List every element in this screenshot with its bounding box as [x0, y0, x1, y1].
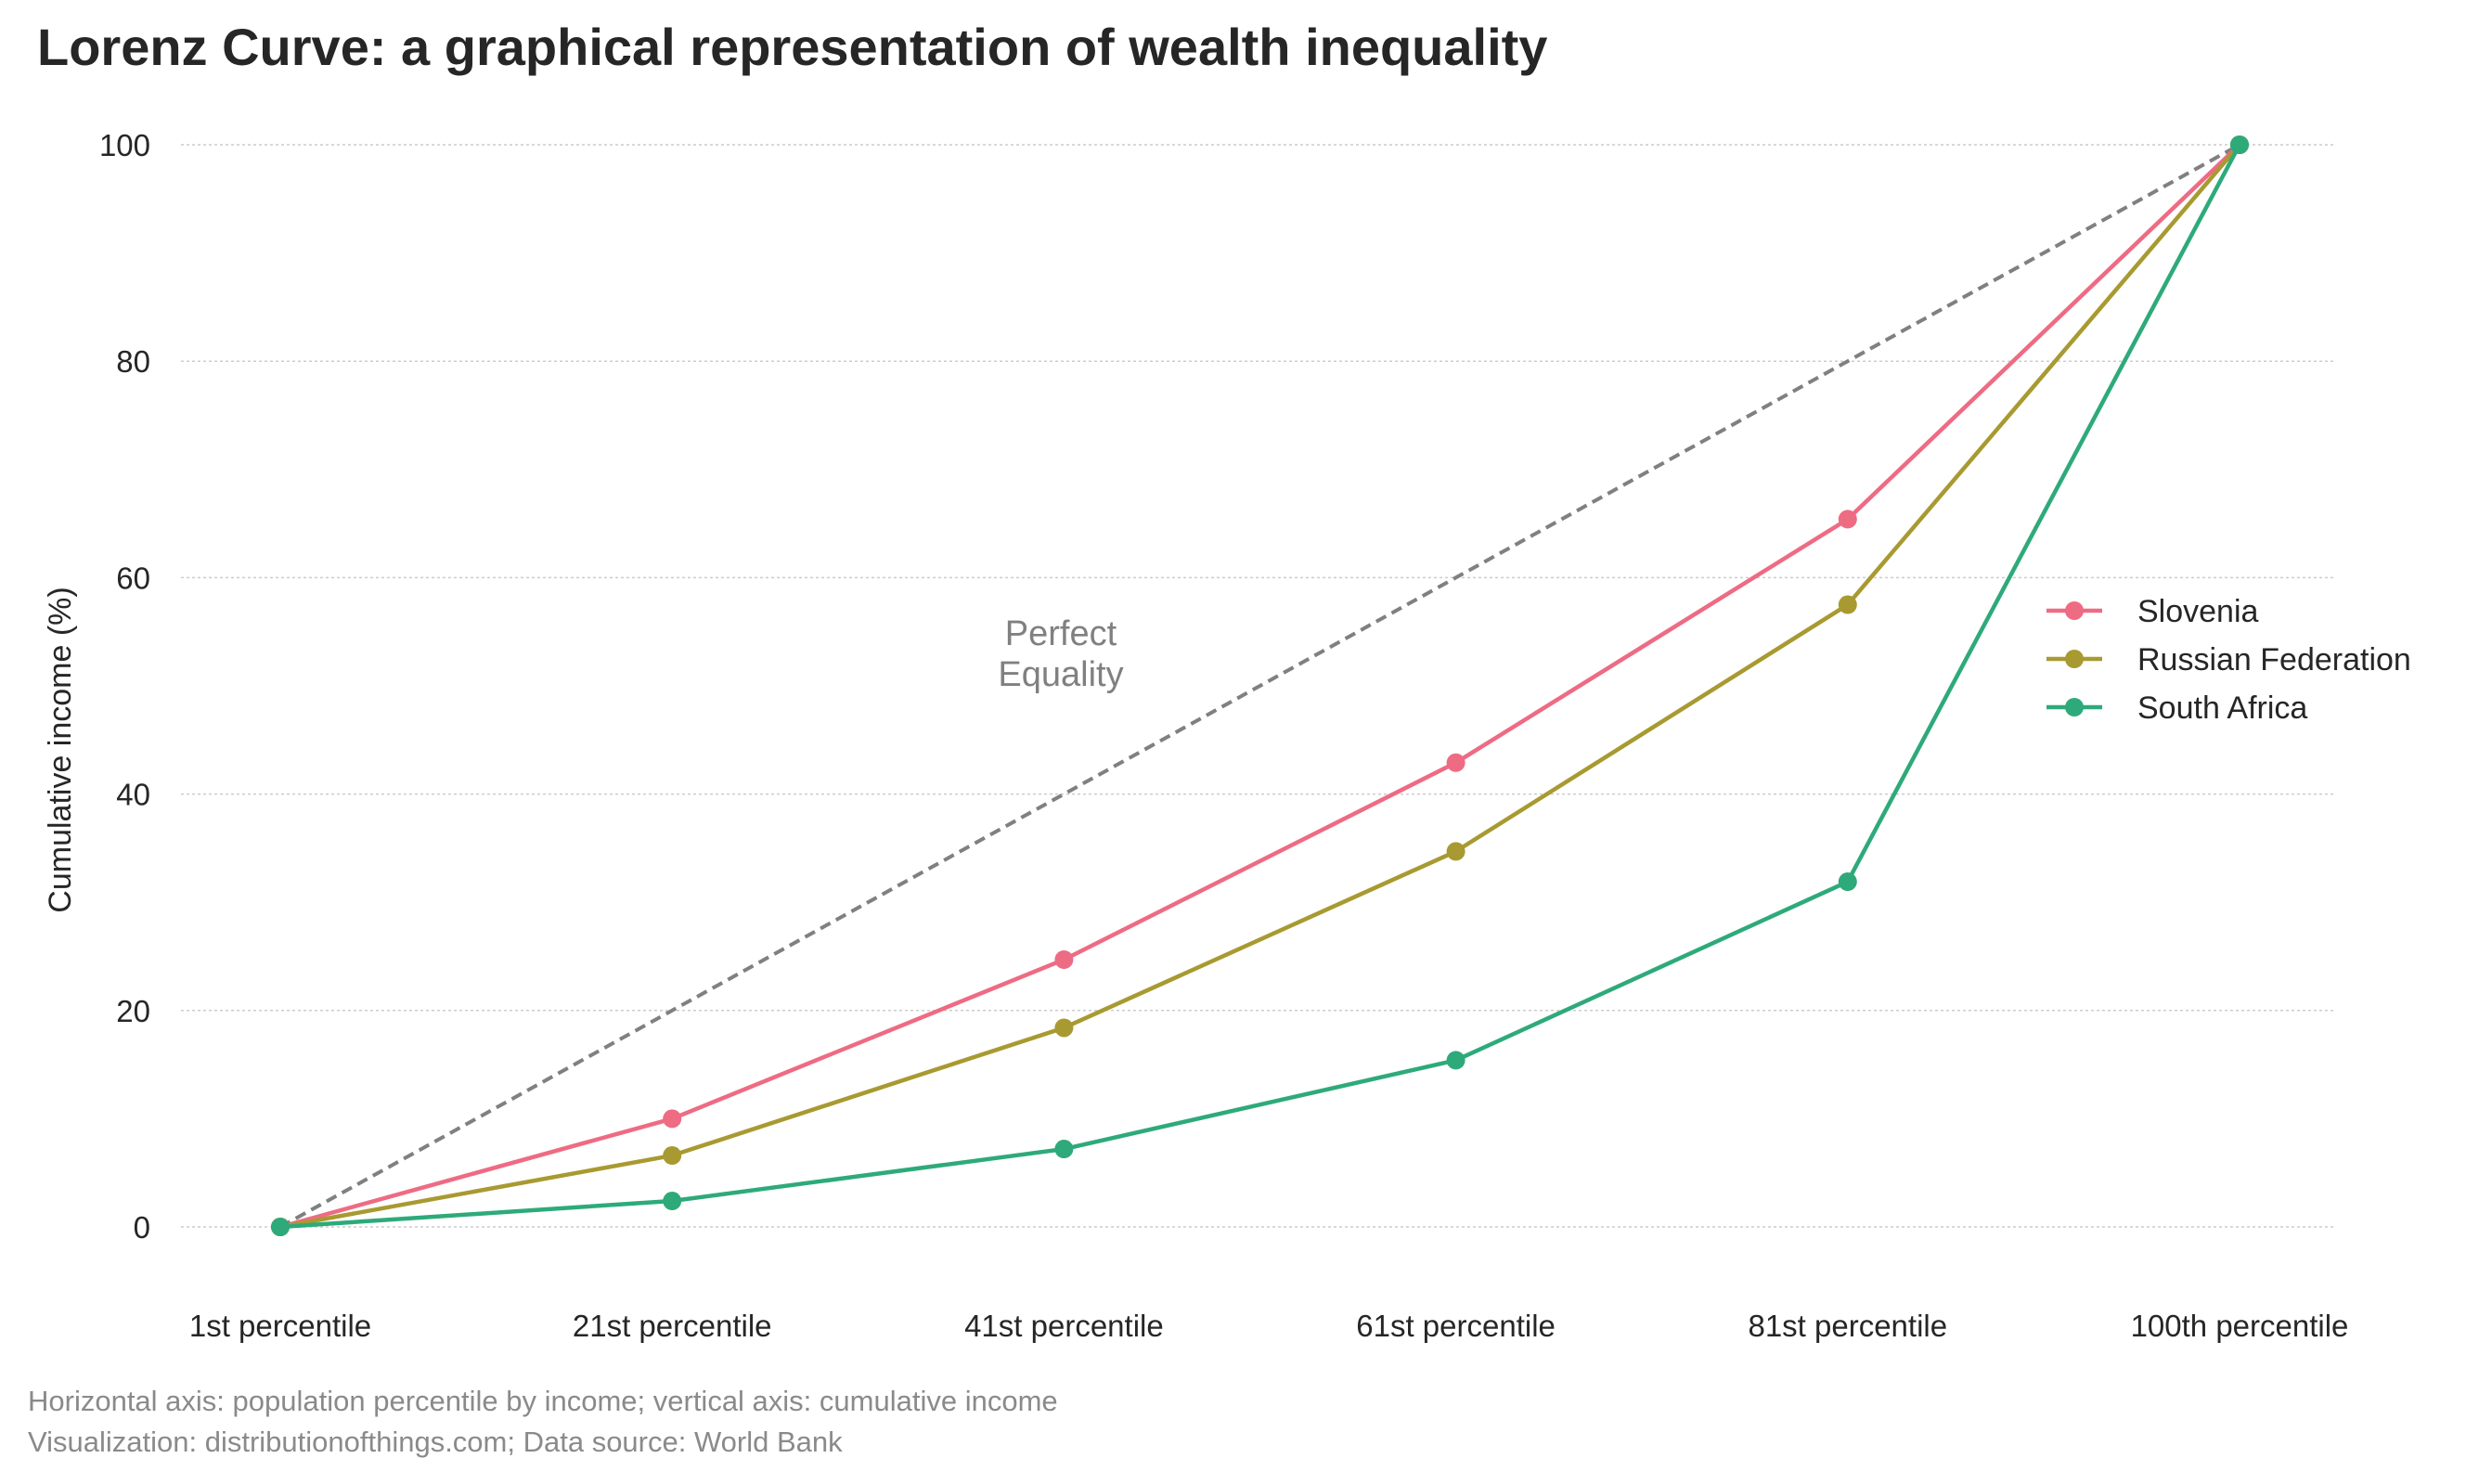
y-tick-labels: 0 20 40 60 80 100: [99, 128, 150, 1245]
footer-source-note: Visualization: distributionofthings.com;…: [28, 1426, 843, 1458]
x-tick-labels: 1st percentile 21st percentile 41st percen…: [189, 1309, 2349, 1343]
data-point: [1446, 1051, 1465, 1070]
equality-label-line-0: Perfect: [1005, 614, 1117, 653]
series-line: [279, 143, 2241, 1230]
data-point: [1446, 753, 1465, 772]
y-tick-label-100: 100: [99, 128, 150, 162]
data-point: [663, 1109, 682, 1129]
legend-item-0: Slovenia: [2046, 594, 2259, 629]
legend-swatch-marker: [2065, 650, 2084, 668]
series-line: [279, 143, 2241, 1230]
series-south-africa: [271, 135, 2249, 1236]
data-point: [1054, 949, 1074, 969]
legend: Slovenia Russian Federation South Africa: [2046, 594, 2411, 726]
legend-label: Slovenia: [2137, 594, 2259, 629]
x-tick-label-4: 81st percentile: [1748, 1309, 1947, 1343]
legend-item-1: Russian Federation: [2046, 642, 2411, 677]
y-tick-label-40: 40: [116, 778, 150, 812]
equality-line: [279, 143, 2240, 1229]
data-point: [1838, 510, 1857, 529]
y-tick-label-60: 60: [116, 561, 150, 595]
x-tick-label-2: 41st percentile: [964, 1309, 1164, 1343]
data-point: [2230, 135, 2249, 154]
x-tick-label-5: 100th percentile: [2131, 1309, 2349, 1343]
x-tick-label-3: 61st percentile: [1356, 1309, 1556, 1343]
legend-item-2: South Africa: [2046, 690, 2307, 726]
equality-label: Perfect Equality: [998, 614, 1123, 694]
series-group: [271, 135, 2249, 1236]
data-point: [1054, 1018, 1074, 1038]
y-tick-label-20: 20: [116, 994, 150, 1028]
data-point: [271, 1218, 290, 1236]
series-line: [279, 143, 2241, 1230]
data-point: [1054, 1140, 1074, 1159]
legend-swatch-marker: [2065, 601, 2084, 620]
equality-label-line-1: Equality: [998, 655, 1123, 694]
data-point: [663, 1192, 682, 1211]
x-tick-label-0: 1st percentile: [189, 1309, 371, 1343]
data-point: [663, 1146, 682, 1166]
legend-label: Russian Federation: [2137, 642, 2411, 677]
footer-axis-note: Horizontal axis: population percentile b…: [28, 1385, 1058, 1417]
data-point: [1446, 842, 1465, 861]
data-point: [1838, 595, 1857, 614]
chart-title: Lorenz Curve: a graphical representation…: [37, 18, 1548, 76]
y-tick-label-80: 80: [116, 344, 150, 379]
legend-label: South Africa: [2137, 690, 2307, 726]
perfect-equality-line: Perfect Equality: [279, 143, 2240, 1229]
grid-lines: [181, 144, 2334, 1228]
x-tick-label-1: 21st percentile: [573, 1309, 772, 1343]
y-axis-label: Cumulative income (%): [43, 587, 78, 912]
legend-swatch-marker: [2065, 698, 2084, 716]
data-point: [1838, 872, 1857, 892]
y-tick-label-0: 0: [134, 1210, 150, 1245]
